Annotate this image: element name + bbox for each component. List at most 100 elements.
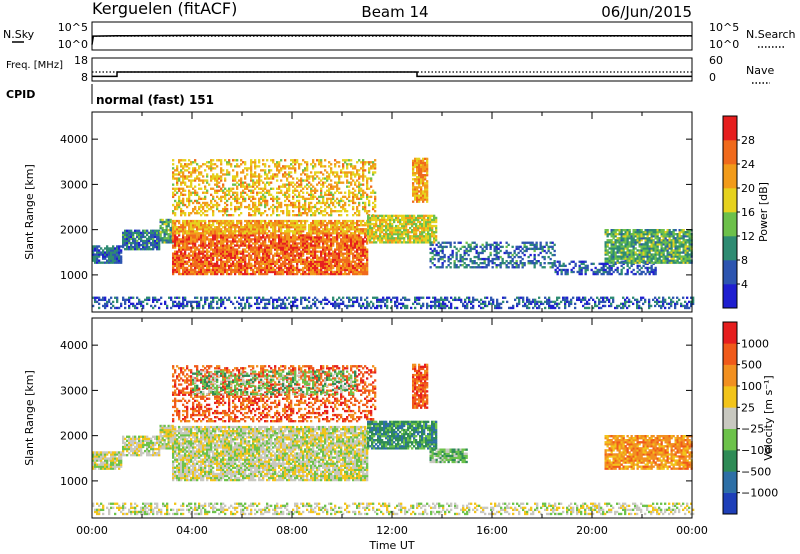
power-cell (130, 236, 132, 238)
power-cell (176, 232, 178, 234)
power-cell (296, 273, 298, 275)
power-cell (364, 232, 366, 234)
power-cell (172, 210, 174, 212)
power-cell (236, 230, 238, 232)
power-cell (238, 265, 240, 267)
power-cell (348, 257, 350, 259)
power-cell (248, 307, 250, 309)
power-cell (264, 196, 266, 198)
power-cell (222, 271, 224, 273)
power-cell (244, 228, 246, 230)
power-cell (244, 177, 246, 179)
power-cell (570, 303, 572, 305)
power-cell (381, 231, 383, 233)
power-cell (280, 192, 282, 194)
power-cell (242, 269, 244, 271)
power-cell (346, 214, 348, 216)
power-cell (122, 297, 124, 299)
power-cell (226, 240, 228, 242)
power-cell (254, 182, 256, 184)
power-cell (348, 230, 350, 232)
power-cell (182, 212, 184, 214)
power-cell (354, 175, 356, 177)
power-cell (379, 239, 381, 241)
power-cell (224, 220, 226, 222)
power-cell (186, 177, 188, 179)
power-cell (316, 261, 318, 263)
power-cell (182, 165, 184, 167)
power-cell (214, 238, 216, 240)
power-cell (234, 307, 236, 309)
power-cell (344, 222, 346, 224)
power-cell (194, 161, 196, 163)
power-cell (196, 273, 198, 275)
power-cell (306, 184, 308, 186)
power-cell (367, 221, 369, 223)
power-cell (242, 267, 244, 269)
power-cell (328, 269, 330, 271)
power-cell (358, 175, 360, 177)
power-cell (298, 226, 300, 228)
power-cell (304, 263, 306, 265)
power-cell (174, 251, 176, 253)
power-cell (222, 303, 224, 305)
power-cell (562, 297, 564, 299)
power-cell (352, 194, 354, 196)
power-cell (286, 210, 288, 212)
power-cell (340, 171, 342, 173)
power-cell (224, 265, 226, 267)
power-cell (286, 232, 288, 234)
power-cell (114, 307, 116, 309)
power-cell (198, 171, 200, 173)
power-cell (648, 305, 650, 307)
power-cell (252, 242, 254, 244)
power-cell (248, 297, 250, 299)
power-cell (232, 269, 234, 271)
power-cell (256, 271, 258, 273)
power-cell (278, 244, 280, 246)
power-cell (372, 167, 374, 169)
power-cell (216, 244, 218, 246)
power-cell (316, 159, 318, 161)
power-cell (356, 194, 358, 196)
power-cell (220, 230, 222, 232)
power-cell (362, 305, 364, 307)
power-cell (188, 232, 190, 234)
power-cell (312, 198, 314, 200)
power-cell (312, 265, 314, 267)
power-cell (294, 204, 296, 206)
power-cell (558, 297, 560, 299)
power-cell (322, 186, 324, 188)
power-cell (342, 159, 344, 161)
power-cell (146, 234, 148, 236)
power-cell (360, 253, 362, 255)
power-cell (326, 299, 328, 301)
power-cell (336, 271, 338, 273)
power-cell (367, 225, 369, 227)
power-cell (356, 259, 358, 261)
power-cell (260, 169, 262, 171)
power-cell (268, 255, 270, 257)
power-cell (336, 222, 338, 224)
power-cell (342, 222, 344, 224)
power-cell (296, 161, 298, 163)
power-cell (240, 220, 242, 222)
power-cell (242, 236, 244, 238)
power-cell (182, 299, 184, 301)
power-cell (362, 175, 364, 177)
power-cell (108, 301, 110, 303)
power-cell (393, 221, 395, 223)
power-cell (110, 247, 112, 249)
power-cell (234, 251, 236, 253)
power-cell (387, 237, 389, 239)
power-cell (288, 297, 290, 299)
power-cell (352, 188, 354, 190)
power-cell (118, 247, 120, 249)
power-cell (322, 299, 324, 301)
power-cell (358, 234, 360, 236)
power-cell (210, 202, 212, 204)
power-cell (132, 305, 134, 307)
power-cell (358, 182, 360, 184)
power-cell (264, 228, 266, 230)
power-cell (576, 297, 578, 299)
